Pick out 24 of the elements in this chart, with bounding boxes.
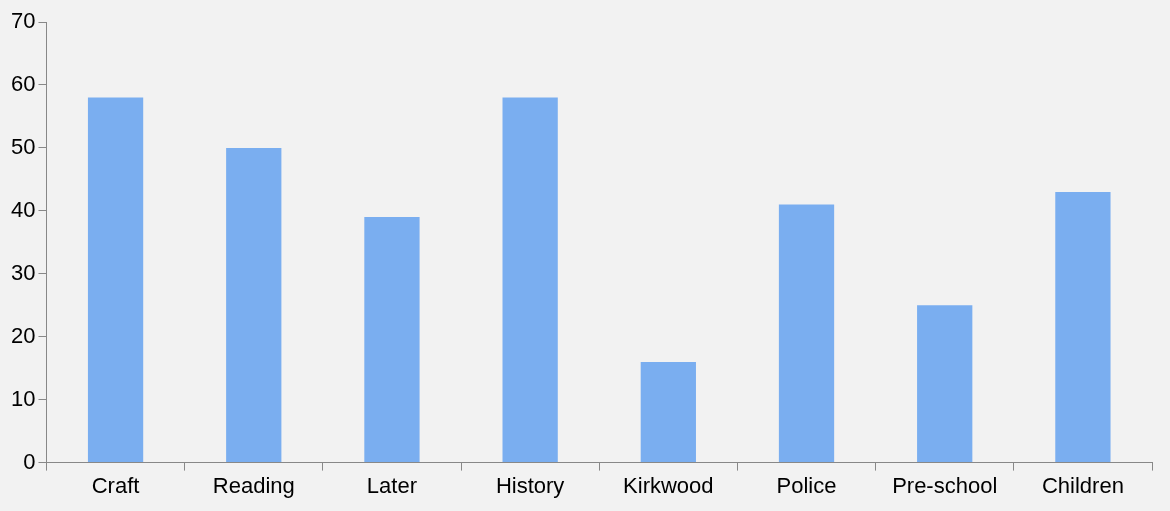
- bar: [778, 204, 835, 463]
- x-tick-label: Children: [1041, 472, 1124, 498]
- bar: [87, 97, 144, 463]
- y-tick-label: 60: [10, 71, 36, 97]
- bar: [1055, 191, 1111, 463]
- x-tick-label: Kirkwood: [623, 472, 714, 498]
- bar: [502, 97, 558, 463]
- y-tick-label: 10: [10, 385, 36, 411]
- x-tick-label: Craft: [91, 472, 140, 498]
- y-tick-label: 70: [10, 8, 36, 34]
- bar: [640, 361, 696, 463]
- y-tick-label: 50: [10, 133, 36, 159]
- x-tick-label: Police: [776, 472, 837, 498]
- y-tick-label: 30: [10, 259, 36, 285]
- y-tick-label: 20: [10, 322, 36, 348]
- x-tick-label: Later: [366, 472, 418, 498]
- bar: [364, 217, 420, 463]
- x-tick-label: Reading: [212, 472, 295, 498]
- x-tick-label: Pre-school: [892, 472, 998, 498]
- bar: [917, 305, 973, 463]
- bar: [226, 147, 282, 463]
- x-tick-label: History: [495, 472, 565, 498]
- y-tick-label: 40: [10, 196, 36, 222]
- y-tick-label: 0: [23, 448, 36, 474]
